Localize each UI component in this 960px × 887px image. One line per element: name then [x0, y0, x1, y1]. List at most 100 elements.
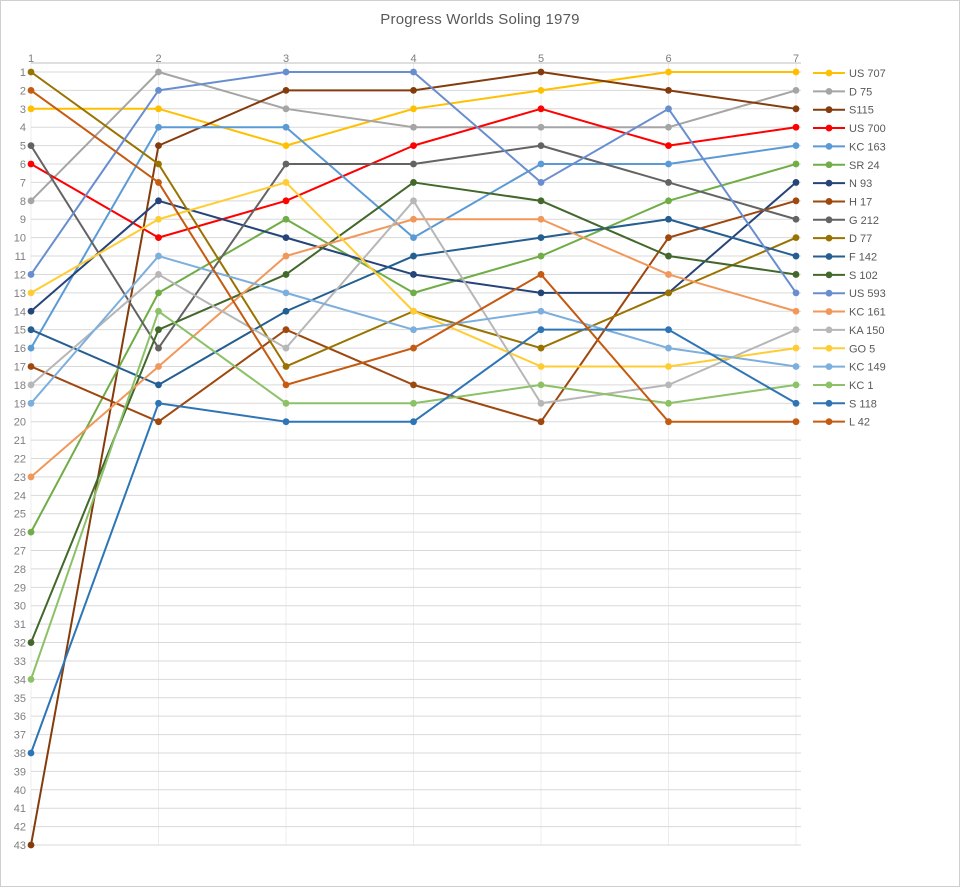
series-marker-go-5[interactable]: [537, 363, 545, 370]
series-marker-kc-161[interactable]: [155, 363, 162, 370]
series-marker-us-593[interactable]: [410, 68, 417, 76]
series-marker-d-77[interactable]: [27, 68, 35, 76]
series-marker-kc-163[interactable]: [665, 160, 672, 168]
series-marker-h-17[interactable]: [27, 363, 35, 370]
series-marker-d-75[interactable]: [155, 68, 162, 76]
series-marker-f-142[interactable]: [792, 252, 800, 260]
series-marker-kc-1[interactable]: [410, 399, 417, 407]
series-marker-d-77[interactable]: [155, 160, 162, 168]
series-marker-ka-150[interactable]: [792, 326, 800, 334]
series-marker-us-707[interactable]: [155, 105, 162, 113]
series-marker-kc-149[interactable]: [665, 344, 672, 352]
series-marker-s115[interactable]: [665, 87, 672, 94]
series-marker-kc-161[interactable]: [282, 252, 290, 260]
series-marker-g-212[interactable]: [27, 142, 35, 150]
series-marker-l-42[interactable]: [410, 344, 417, 352]
series-marker-kc-149[interactable]: [282, 289, 290, 297]
series-marker-s115[interactable]: [537, 68, 545, 76]
series-marker-l-42[interactable]: [155, 179, 162, 186]
legend-label-s115[interactable]: S115: [849, 105, 874, 117]
series-marker-us-707[interactable]: [537, 87, 545, 94]
series-marker-d-77[interactable]: [792, 234, 800, 242]
legend-label-kc-1[interactable]: KC 1: [849, 380, 873, 392]
series-marker-us-593[interactable]: [665, 105, 672, 113]
series-marker-s-118[interactable]: [537, 326, 545, 334]
legend-swatch-marker-s-102[interactable]: [825, 271, 833, 279]
series-marker-h-17[interactable]: [537, 418, 545, 426]
legend-swatch-marker-kc-161[interactable]: [825, 308, 833, 315]
legend-label-sr-24[interactable]: SR 24: [849, 160, 880, 172]
legend-swatch-marker-kc-149[interactable]: [825, 363, 833, 370]
series-marker-l-42[interactable]: [537, 271, 545, 278]
series-marker-sr-24[interactable]: [537, 252, 545, 260]
series-marker-s115[interactable]: [410, 87, 417, 94]
series-marker-s-102[interactable]: [665, 252, 672, 260]
series-marker-kc-161[interactable]: [537, 215, 545, 223]
series-marker-us-707[interactable]: [410, 105, 417, 113]
series-marker-go-5[interactable]: [665, 363, 672, 370]
legend-swatch-marker-us-700[interactable]: [825, 124, 833, 132]
series-marker-kc-163[interactable]: [792, 142, 800, 150]
series-marker-sr-24[interactable]: [792, 160, 800, 168]
series-marker-s115[interactable]: [27, 841, 35, 849]
series-marker-kc-149[interactable]: [537, 307, 545, 315]
series-marker-s-118[interactable]: [792, 399, 800, 407]
legend-swatch-marker-n-93[interactable]: [825, 179, 833, 187]
series-marker-f-142[interactable]: [282, 307, 290, 315]
series-marker-g-212[interactable]: [537, 142, 545, 150]
series-marker-l-42[interactable]: [27, 87, 35, 94]
series-marker-s-102[interactable]: [537, 197, 545, 205]
series-marker-kc-149[interactable]: [792, 363, 800, 370]
series-marker-sr-24[interactable]: [282, 215, 290, 223]
series-marker-l-42[interactable]: [282, 381, 290, 389]
series-marker-ka-150[interactable]: [665, 381, 672, 389]
series-marker-l-42[interactable]: [792, 418, 800, 426]
series-marker-g-212[interactable]: [282, 160, 290, 168]
legend-label-kc-161[interactable]: KC 161: [849, 307, 886, 319]
series-marker-ka-150[interactable]: [410, 197, 417, 205]
legend-swatch-marker-h-17[interactable]: [825, 198, 833, 205]
series-marker-s-102[interactable]: [792, 271, 800, 278]
series-marker-g-212[interactable]: [155, 344, 162, 352]
legend-label-d-77[interactable]: D 77: [849, 233, 872, 245]
series-marker-d-75[interactable]: [792, 87, 800, 94]
series-marker-s-102[interactable]: [282, 271, 290, 278]
legend-label-l-42[interactable]: L 42: [849, 417, 870, 429]
series-marker-us-707[interactable]: [27, 105, 35, 113]
legend-label-kc-149[interactable]: KC 149: [849, 362, 886, 374]
series-marker-sr-24[interactable]: [27, 528, 35, 536]
legend-swatch-marker-l-42[interactable]: [825, 418, 833, 426]
series-marker-s115[interactable]: [155, 142, 162, 150]
series-marker-kc-161[interactable]: [792, 307, 800, 315]
series-marker-d-77[interactable]: [282, 363, 290, 370]
series-marker-f-142[interactable]: [155, 381, 162, 389]
legend-swatch-marker-d-77[interactable]: [825, 234, 833, 242]
series-marker-g-212[interactable]: [665, 179, 672, 186]
series-marker-g-212[interactable]: [792, 215, 800, 223]
series-marker-us-707[interactable]: [792, 68, 800, 76]
series-marker-kc-1[interactable]: [282, 399, 290, 407]
legend-swatch-marker-s115[interactable]: [825, 106, 833, 114]
series-marker-kc-161[interactable]: [665, 271, 672, 278]
series-marker-ka-150[interactable]: [155, 271, 162, 278]
series-marker-us-593[interactable]: [155, 87, 162, 94]
series-marker-kc-163[interactable]: [27, 344, 35, 352]
series-marker-us-593[interactable]: [537, 179, 545, 186]
series-marker-h-17[interactable]: [282, 326, 290, 334]
series-marker-kc-1[interactable]: [665, 399, 672, 407]
series-marker-us-593[interactable]: [27, 271, 35, 278]
series-marker-s-118[interactable]: [27, 749, 35, 757]
series-marker-n-93[interactable]: [410, 271, 417, 278]
series-marker-us-707[interactable]: [665, 68, 672, 76]
legend-swatch-marker-go-5[interactable]: [825, 344, 833, 352]
legend-label-h-17[interactable]: H 17: [849, 196, 872, 208]
legend-swatch-marker-g-212[interactable]: [825, 216, 833, 224]
series-marker-n-93[interactable]: [537, 289, 545, 297]
series-marker-f-142[interactable]: [27, 326, 35, 334]
series-marker-h-17[interactable]: [410, 381, 417, 389]
series-marker-us-700[interactable]: [665, 142, 672, 150]
series-marker-h-17[interactable]: [665, 234, 672, 242]
series-marker-kc-1[interactable]: [537, 381, 545, 389]
series-marker-s-118[interactable]: [665, 326, 672, 334]
series-marker-kc-163[interactable]: [155, 123, 162, 131]
